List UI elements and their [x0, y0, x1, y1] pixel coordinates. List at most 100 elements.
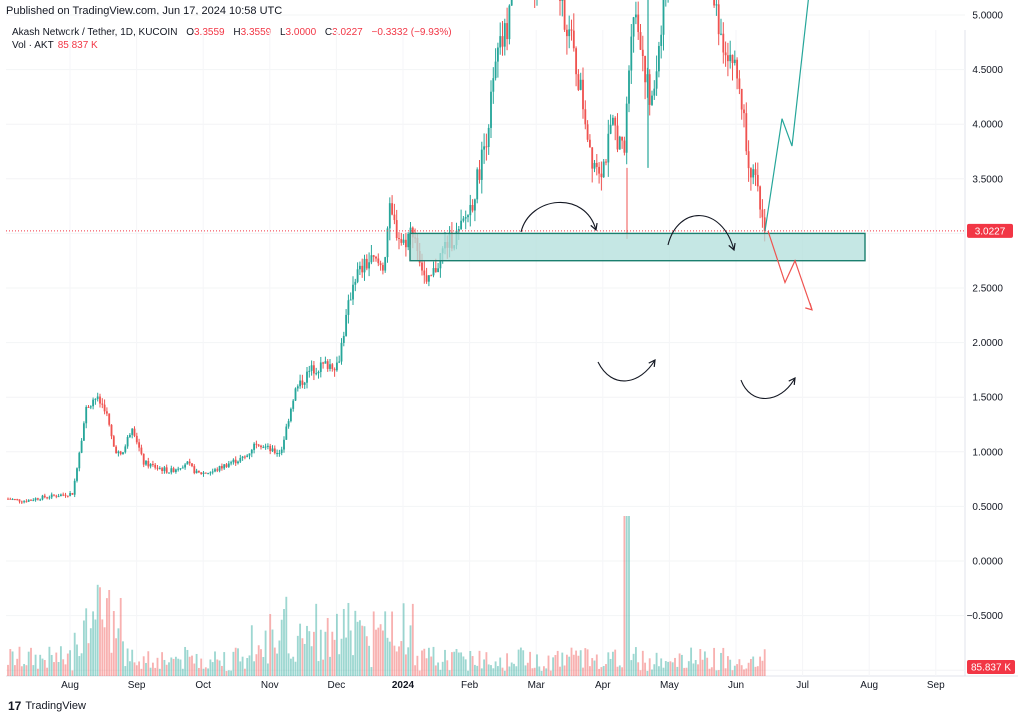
candle-body: [294, 388, 297, 401]
volume-bar: [565, 654, 568, 676]
volume-bar: [667, 661, 670, 676]
volume-bar: [591, 658, 594, 676]
candle-body: [400, 238, 403, 243]
candle-body: [623, 140, 626, 153]
volume-bar: [513, 663, 515, 676]
volume-bar: [418, 670, 421, 676]
candle-body: [214, 469, 216, 472]
candle-body: [289, 408, 292, 422]
candle-body: [131, 428, 134, 435]
volume-bar: [404, 654, 407, 676]
volume-bar: [276, 653, 279, 676]
candle-body: [310, 365, 313, 371]
y-tick-label: 2.0000: [972, 338, 1003, 349]
volume-bar: [177, 658, 180, 676]
volume-bar: [609, 658, 612, 676]
candle-body: [87, 406, 90, 408]
candle-body: [464, 217, 467, 219]
volume-bar: [588, 666, 591, 676]
candle-body: [354, 281, 357, 285]
volume-bar: [250, 625, 253, 676]
candle-body: [388, 203, 391, 229]
candle-body: [66, 495, 69, 497]
candle-body: [628, 70, 630, 104]
candle-body: [761, 209, 764, 218]
volume-bar: [347, 602, 350, 676]
volume-bar: [138, 661, 141, 676]
candle-body: [179, 468, 182, 470]
candle-body: [632, 17, 635, 37]
candle-body: [485, 146, 488, 148]
volume-bar: [708, 668, 711, 676]
volume-bar: [165, 664, 168, 676]
candle-body: [55, 495, 58, 497]
volume-bar: [204, 667, 207, 676]
volume-bar: [745, 668, 748, 676]
volume-bar: [423, 648, 426, 676]
volume-bar: [747, 662, 750, 676]
candle-body: [715, 4, 718, 6]
volume-bar: [674, 657, 676, 676]
candle-body: [243, 456, 246, 458]
candle-body: [117, 451, 120, 454]
volume-bar: [506, 653, 509, 676]
candle-body: [655, 71, 658, 89]
candle-body: [386, 228, 389, 258]
volume-bar: [64, 664, 67, 676]
candle-body: [186, 461, 189, 465]
candle-body: [637, 14, 640, 33]
volume-bar: [464, 659, 467, 676]
volume-bar: [260, 649, 262, 676]
volume-bar: [301, 638, 304, 676]
candle-body: [501, 36, 504, 47]
volume-bar: [375, 629, 377, 676]
volume-bar: [726, 656, 729, 676]
volume-bar: [519, 647, 522, 676]
volume-bar: [630, 660, 633, 676]
volume-bar: [303, 643, 306, 676]
candle-body: [92, 399, 95, 407]
volume-bar: [349, 630, 352, 676]
volume-bar: [145, 662, 147, 676]
volume-bar: [678, 653, 681, 676]
x-tick-label: May: [660, 680, 679, 691]
candle-body: [165, 467, 168, 473]
volume-bar: [299, 623, 302, 676]
x-tick-label: Jul: [796, 680, 809, 691]
candle-body: [630, 36, 633, 71]
candle-body: [322, 362, 325, 364]
volume-bar: [133, 662, 136, 676]
candle-body: [230, 462, 233, 464]
volume-bar: [363, 626, 366, 676]
x-tick-label: Oct: [195, 680, 211, 691]
legend-row-volume: Vol · AKT 85.837 K: [12, 39, 452, 52]
candle-body: [492, 78, 495, 92]
symbol-label[interactable]: Akash Network / Tether, 1D, KUCOIN: [12, 27, 178, 38]
candle-body: [377, 258, 380, 264]
x-tick-label: Aug: [61, 680, 79, 691]
volume-label[interactable]: Vol · AKT: [12, 40, 54, 51]
volume-bar: [618, 665, 621, 676]
volume-bar: [101, 619, 104, 676]
open-label: O: [186, 27, 194, 38]
volume-bar: [92, 611, 95, 676]
volume-bar: [446, 660, 449, 676]
footer-brand[interactable]: 17 TradingView: [8, 699, 86, 713]
volume-bar: [172, 658, 175, 676]
volume-bar: [453, 651, 456, 676]
candle-body: [177, 468, 180, 470]
bearish-projection: [767, 230, 813, 311]
candle-body: [579, 79, 582, 90]
candle-body: [172, 468, 175, 473]
candle-body: [269, 445, 272, 452]
volume-bar: [685, 667, 688, 676]
candle-body: [480, 149, 483, 180]
candle-body: [749, 168, 752, 178]
candle-body: [743, 109, 745, 114]
candle-body: [662, 0, 665, 35]
candle-body: [168, 472, 170, 474]
top-arc-right: [667, 215, 735, 251]
candle-body: [503, 23, 506, 47]
candle-body: [303, 382, 306, 385]
